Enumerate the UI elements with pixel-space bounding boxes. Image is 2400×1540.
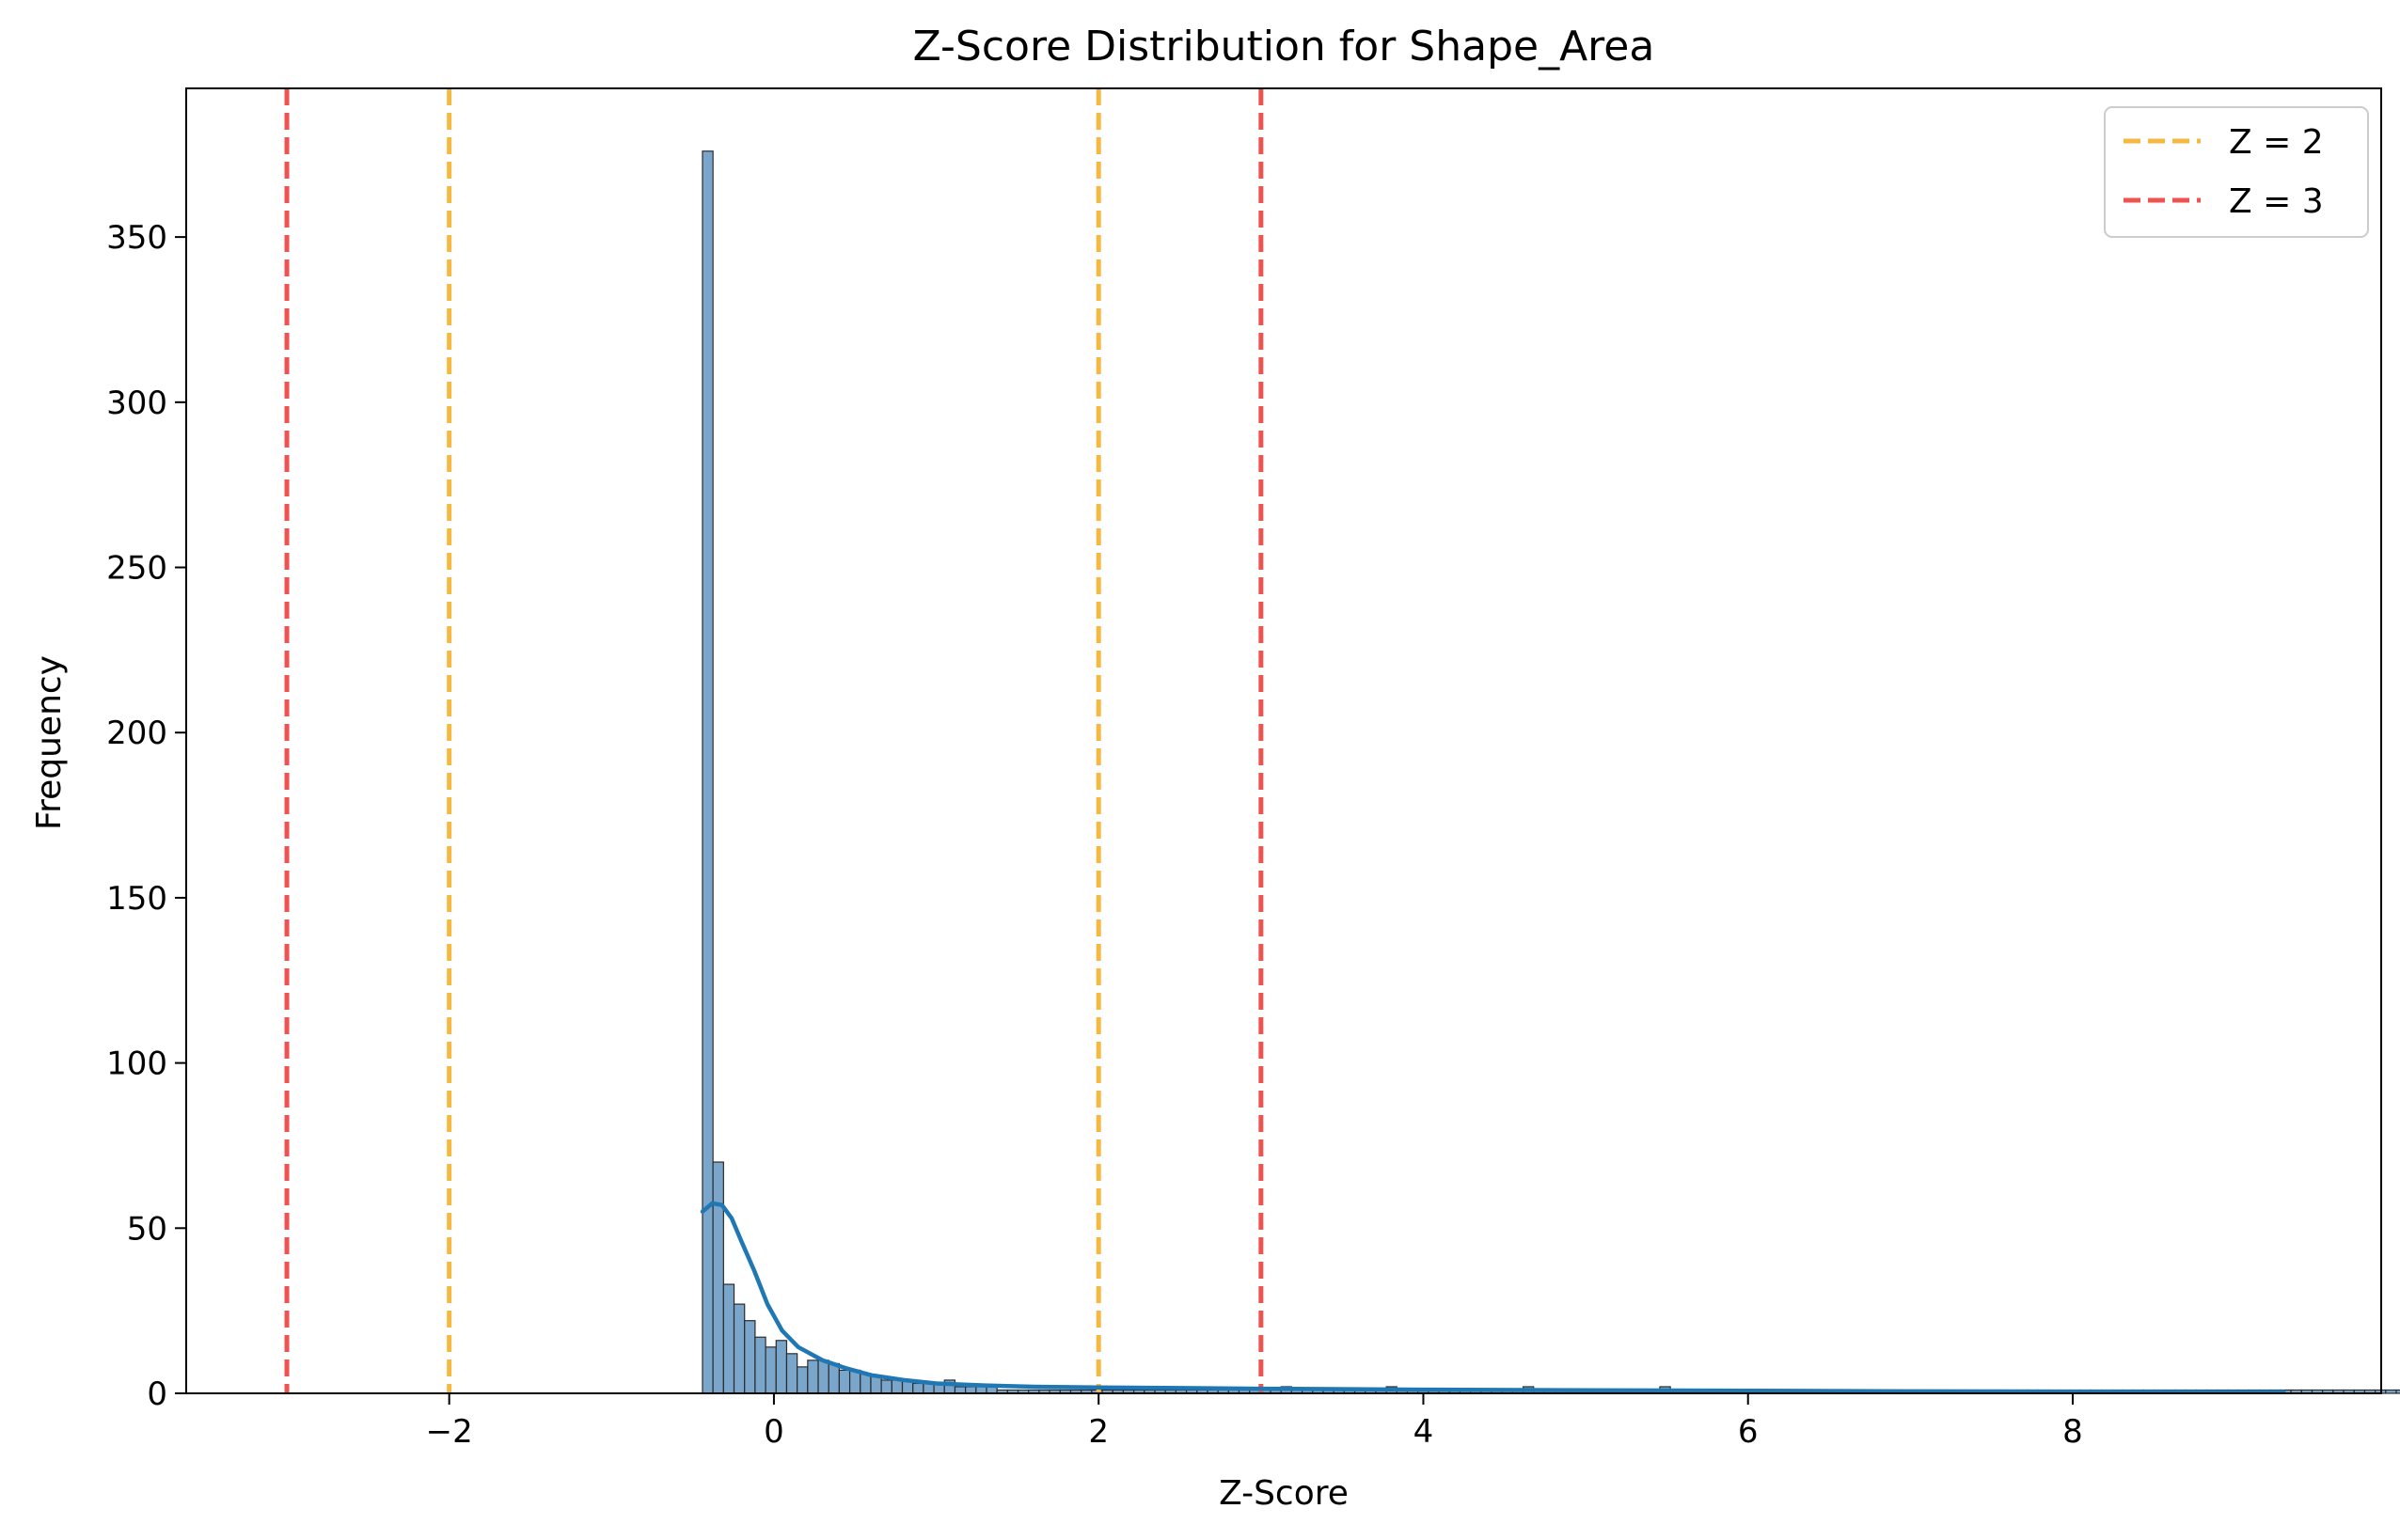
histogram-bar bbox=[965, 1386, 977, 1394]
histogram-bar bbox=[954, 1386, 967, 1394]
y-tick-label: 250 bbox=[106, 550, 167, 588]
y-tick-label: 350 bbox=[106, 219, 167, 257]
histogram-bar bbox=[712, 1161, 724, 1394]
histogram-bar bbox=[785, 1353, 798, 1394]
x-tick-label: 6 bbox=[1738, 1413, 1759, 1451]
histogram-bar bbox=[817, 1359, 829, 1394]
histogram-bar bbox=[807, 1359, 819, 1394]
histogram-bar bbox=[797, 1366, 809, 1394]
histogram-bar bbox=[828, 1362, 840, 1394]
histogram-bar bbox=[733, 1303, 746, 1394]
histogram-bar bbox=[838, 1369, 851, 1394]
chart-title: Z-Score Distribution for Shape_Area bbox=[913, 23, 1655, 71]
histogram-bars bbox=[702, 150, 2400, 1394]
legend-label-z3: Z = 3 bbox=[2229, 182, 2324, 221]
y-tick-label: 150 bbox=[106, 880, 167, 918]
x-axis-label: Z-Score bbox=[1219, 1474, 1349, 1513]
y-tick-label: 50 bbox=[127, 1210, 167, 1248]
histogram-bar bbox=[912, 1382, 924, 1394]
y-tick-label: 200 bbox=[106, 715, 167, 752]
histogram-bar bbox=[722, 1283, 735, 1394]
histogram-bar bbox=[2395, 1389, 2400, 1394]
histogram-bar bbox=[870, 1375, 882, 1394]
x-tick-label: 8 bbox=[2062, 1413, 2083, 1451]
x-tick-label: 0 bbox=[764, 1413, 784, 1451]
histogram-bar bbox=[775, 1340, 788, 1394]
histogram-bar bbox=[744, 1320, 756, 1394]
x-tick-label: 2 bbox=[1088, 1413, 1109, 1451]
histogram-bar bbox=[754, 1336, 766, 1394]
y-tick-label: 300 bbox=[106, 385, 167, 422]
kde-curve bbox=[700, 1201, 2286, 1394]
x-tick-label: 4 bbox=[1413, 1413, 1434, 1451]
y-tick-label: 100 bbox=[106, 1045, 167, 1083]
x-axis: −2 0 2 4 6 8 bbox=[426, 1393, 2083, 1451]
histogram-bar bbox=[765, 1346, 777, 1394]
histogram-bar bbox=[891, 1379, 904, 1394]
kde-curve-group bbox=[700, 1201, 2286, 1394]
histogram-bar bbox=[2385, 1389, 2397, 1394]
legend: Z = 2 Z = 3 bbox=[2104, 106, 2369, 238]
legend-box bbox=[2104, 106, 2369, 238]
y-axis-label: Frequency bbox=[30, 655, 69, 830]
plot-frame bbox=[185, 87, 2382, 1394]
histogram-bar bbox=[975, 1386, 987, 1394]
y-tick-label: 0 bbox=[147, 1375, 167, 1413]
legend-label-z2: Z = 2 bbox=[2229, 123, 2324, 162]
threshold-lines bbox=[284, 88, 1264, 1393]
histogram-bar bbox=[880, 1379, 892, 1394]
x-tick-label: −2 bbox=[426, 1413, 473, 1451]
y-axis: 0 50 100 150 200 250 300 350 bbox=[106, 219, 186, 1413]
